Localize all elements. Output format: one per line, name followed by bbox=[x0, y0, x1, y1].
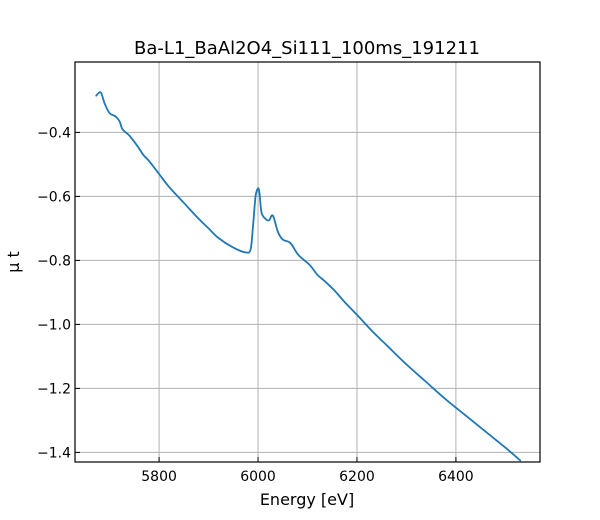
series-line bbox=[95, 91, 522, 462]
grid-lines bbox=[75, 62, 540, 462]
x-tick-label: 6400 bbox=[438, 469, 474, 485]
y-tick-label: −1.4 bbox=[37, 445, 71, 461]
x-tick-label: 6200 bbox=[339, 469, 375, 485]
y-axis-label: μ t bbox=[4, 251, 23, 273]
y-tick-label: −1.2 bbox=[37, 381, 71, 397]
x-axis-label: Energy [eV] bbox=[260, 490, 354, 509]
plot-frame bbox=[74, 61, 541, 463]
x-tick-label: 6000 bbox=[240, 469, 276, 485]
y-tick-label: −0.6 bbox=[37, 189, 71, 205]
series-layer bbox=[95, 91, 522, 462]
y-tick-label: −0.4 bbox=[37, 125, 71, 141]
y-tick-label: −0.8 bbox=[37, 253, 71, 269]
ticks: 5800 6000 6200 6400 −1.4 −1.2 −1.0 −0.8 −0.6 −0.4 bbox=[37, 125, 474, 485]
y-tick-label: −1.0 bbox=[37, 317, 71, 333]
x-tick-label: 5800 bbox=[141, 469, 177, 485]
chart-title: Ba-L1_BaAl2O4_Si111_100ms_191211 bbox=[134, 38, 480, 59]
